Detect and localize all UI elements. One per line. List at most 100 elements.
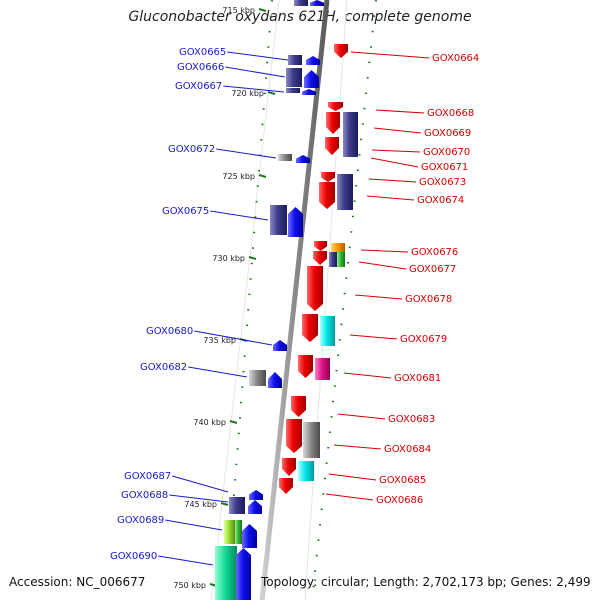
scale-tick-mark [248,256,257,260]
leader-line [366,195,415,201]
scale-tick-mark [258,8,267,12]
gene-label-reverse: GOX0664 [432,53,479,64]
leader-line [223,85,285,93]
leader-line [188,366,248,378]
leader-line [370,157,419,168]
gene-label-reverse: GOX0670 [423,147,470,158]
gene-shape [310,0,324,6]
gene-shape [331,243,345,252]
gene-shape [337,252,345,267]
gene-shape [296,155,310,163]
map-title: Gluconobacter oxydans 621H, complete gen… [128,9,472,25]
gene-label-forward: GOX0675 [162,206,209,217]
leader-line [337,413,386,420]
leader-line [371,149,421,153]
leader-line [194,330,273,346]
gene-shape [286,68,302,87]
gene-shape [249,490,263,500]
gene-shape [329,252,337,267]
gene-shape [248,500,262,514]
gene-label-forward: GOX0672 [168,144,215,155]
gene-label-reverse: GOX0686 [376,495,423,506]
topology-label: Topology: circular; Length: 2,702,173 bp… [261,575,591,589]
gene-shape [302,89,316,95]
gene-label-reverse: GOX0678 [405,294,452,305]
gene-label-reverse: GOX0677 [409,264,456,275]
leader-line [350,51,430,59]
gene-shape [315,358,330,380]
gene-shape [298,355,313,378]
gene-shape [328,102,343,111]
gene-label-reverse: GOX0679 [400,334,447,345]
scale-tick-label: 735 kbp [203,336,236,345]
gene-shape [273,340,287,351]
gene-shape [286,419,302,453]
gene-shape [278,154,292,161]
gene-label-reverse: GOX0685 [379,475,426,486]
gene-shape [215,546,237,600]
gene-shape [337,174,353,210]
gene-shape [304,70,319,88]
scale-tick-label: 730 kbp [212,254,245,263]
gene-shape [320,316,335,346]
scale-tick-label: 720 kbp [231,89,264,98]
leader-line [343,372,392,379]
gene-label-forward: GOX0667 [175,81,222,92]
leader-line [227,51,289,61]
gene-shape [288,207,303,237]
gene-shape [235,520,242,544]
gene-label-forward: GOX0690 [110,551,157,562]
leader-line [328,473,377,481]
gene-label-forward: GOX0665 [179,47,226,58]
gene-label-forward: GOX0682 [140,362,187,373]
gene-shape [282,458,296,476]
leader-line [349,334,398,340]
gene-shape [270,205,287,235]
gene-labels: GOX0665 GOX0666 GOX0667 GOX0672 GOX0675 GOX06… [110,47,479,562]
gene-shape [279,478,293,494]
gene-shape [321,172,335,182]
gene-shapes [215,0,358,600]
leader-line [373,127,422,134]
gene-label-forward: GOX0666 [177,62,224,73]
leader-line [172,475,229,493]
gene-label-reverse: GOX0671 [421,162,468,173]
ring-outline-left [210,0,280,600]
gene-shape [236,548,251,600]
gene-shape [242,524,257,548]
gene-label-reverse: GOX0683 [388,414,435,425]
gene-label-reverse: GOX0674 [417,195,464,206]
leader-line [358,261,407,270]
gene-shape [286,88,300,93]
gene-label-reverse: GOX0668 [427,108,474,119]
gene-shape [288,55,302,65]
gene-shape [249,370,266,386]
gene-label-forward: GOX0688 [121,490,168,501]
scale-tick-label: 725 kbp [222,172,255,181]
gene-label-reverse: GOX0684 [384,444,431,455]
scale-tick-mark [258,174,267,178]
gene-shape [291,396,306,417]
gene-shape [343,112,358,142]
gene-shape [294,0,308,6]
scale-tick-mark [229,420,238,424]
gene-label-forward: GOX0687 [124,471,171,482]
gene-shape [307,266,323,311]
scale-tick-mark [267,91,276,95]
leader-line [165,519,223,531]
gene-shape [326,112,340,134]
gene-label-reverse: GOX0673 [419,177,466,188]
gene-shape [343,142,358,157]
scale-tick-label: 740 kbp [193,418,226,427]
gene-shape [325,137,339,155]
leader-line [216,148,277,159]
scale-ticks: 715 kbp 720 kbp 725 kbp 730 kbp 735 kbp 740 k… [173,6,276,590]
gene-shape [306,56,320,65]
gene-label-forward: GOX0689 [117,515,164,526]
leader-line [158,555,214,566]
gene-label-forward: GOX0680 [146,326,193,337]
accession-label: Accession: NC_006677 [9,575,146,589]
scale-tick-label: 715 kbp [222,6,255,15]
scale-tick-mark [220,502,229,506]
